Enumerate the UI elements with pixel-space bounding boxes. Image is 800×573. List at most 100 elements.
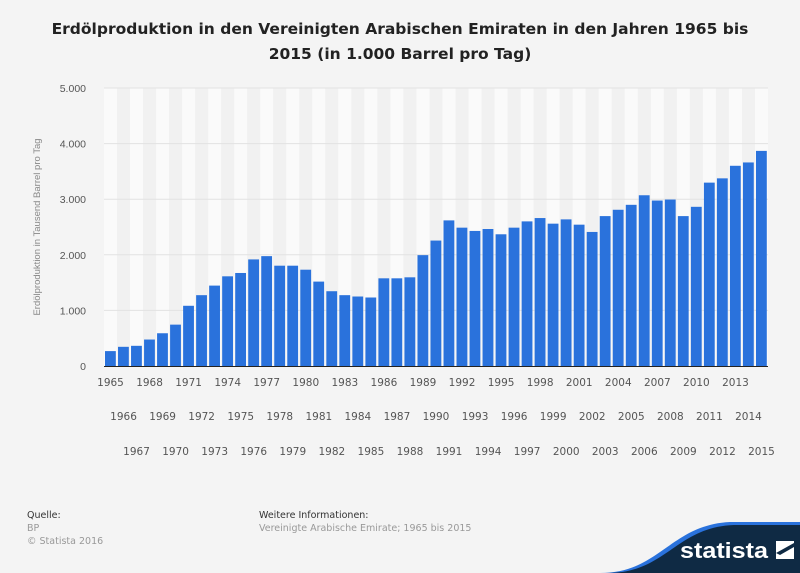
- bar-1970: [170, 324, 181, 366]
- info-block: Weitere Informationen: Vereinigte Arabis…: [259, 509, 471, 535]
- x-tick-label: 1990: [423, 411, 450, 423]
- column-band: [364, 88, 378, 366]
- bar-2002: [586, 231, 598, 366]
- source-label: Quelle:: [27, 510, 61, 521]
- x-tick-label: 1979: [279, 446, 306, 458]
- x-tick-label: 1982: [318, 446, 345, 458]
- x-tick-label: 1970: [162, 446, 189, 458]
- x-tick-label: 1995: [488, 377, 515, 389]
- x-tick-label: 1969: [149, 411, 176, 423]
- x-tick-label: 2000: [553, 446, 580, 458]
- y-tick-label: 1.000: [60, 305, 86, 317]
- y-tick-label: 2.000: [60, 250, 86, 262]
- bar-1973: [209, 285, 220, 366]
- x-tick-label: 1999: [540, 411, 567, 423]
- bar-1989: [417, 255, 429, 366]
- x-tick-label: 1965: [97, 377, 124, 389]
- bar-chart: 1965 1966 1967 1968 1969 1970 1971 1972 1973 1974…: [32, 83, 775, 458]
- x-tick-label: 2010: [683, 377, 710, 389]
- x-tick-label: 1973: [201, 446, 228, 458]
- x-tick-label: 1988: [397, 446, 424, 458]
- x-tick-label: 1993: [462, 411, 489, 423]
- bar-1966: [118, 346, 129, 366]
- x-tick-label: 1987: [384, 411, 411, 423]
- bar-1983: [339, 295, 351, 366]
- column-band: [156, 88, 170, 366]
- x-tick-label: 2003: [592, 446, 619, 458]
- bar-2014: [742, 162, 754, 366]
- source-block: Quelle: BP © Statista 2016: [27, 509, 103, 548]
- bar-1978: [274, 265, 286, 366]
- x-tick-label: 2007: [644, 377, 671, 389]
- bar-2015: [755, 150, 767, 366]
- bar-1967: [131, 345, 142, 366]
- y-axis-label: Erdölproduktion in Tausend Barrel pro Ta…: [32, 138, 43, 315]
- info-value: Vereinigte Arabische Emirate; 1965 bis 2…: [259, 523, 472, 534]
- column-band: [143, 88, 157, 366]
- info-label: Weitere Informationen:: [259, 510, 369, 521]
- bar-1995: [495, 234, 507, 366]
- bar-1986: [378, 278, 390, 366]
- bar-1998: [534, 218, 546, 366]
- x-tick-label: 2002: [579, 411, 606, 423]
- bar-1965: [105, 351, 116, 366]
- x-tick-label: 1977: [253, 377, 280, 389]
- bar-1992: [456, 227, 468, 366]
- bar-1971: [183, 305, 194, 366]
- x-tick-label: 2006: [631, 446, 658, 458]
- x-tick-label: 2015: [748, 446, 775, 458]
- bar-1996: [508, 227, 520, 366]
- x-tick-label: 1981: [305, 411, 332, 423]
- bar-1981: [313, 281, 325, 366]
- x-tick-label: 1984: [345, 411, 372, 423]
- source-value: BP: [27, 523, 40, 534]
- x-tick-label: 1971: [175, 377, 202, 389]
- bar-2006: [638, 195, 650, 366]
- column-band: [104, 88, 118, 366]
- bar-1984: [352, 296, 364, 366]
- statista-logo[interactable]: statista: [600, 503, 800, 573]
- x-tick-label: 1972: [188, 411, 215, 423]
- column-band: [182, 88, 196, 366]
- y-tick-label: 5.000: [60, 83, 86, 95]
- x-tick-label: 1974: [214, 377, 241, 389]
- bar-2008: [664, 199, 676, 366]
- bar-1997: [521, 221, 533, 366]
- x-tick-label: 2009: [670, 446, 697, 458]
- bar-1982: [326, 291, 338, 366]
- bar-2005: [625, 204, 637, 366]
- bar-1968: [144, 339, 155, 366]
- x-tick-label: 2001: [566, 377, 593, 389]
- bar-2007: [651, 200, 663, 366]
- x-tick-label: 2011: [696, 411, 723, 423]
- bar-2000: [560, 219, 572, 366]
- copyright: © Statista 2016: [27, 536, 104, 547]
- x-tick-label: 1997: [514, 446, 541, 458]
- column-band: [117, 88, 131, 366]
- y-tick-label: 4.000: [60, 139, 86, 151]
- y-tick-label: 0: [80, 361, 86, 373]
- bar-2013: [729, 165, 741, 366]
- x-tick-label: 1978: [266, 411, 293, 423]
- x-tick-label: 1992: [449, 377, 476, 389]
- bar-1969: [157, 333, 168, 366]
- bar-1994: [482, 229, 494, 366]
- bar-1975: [235, 272, 247, 366]
- x-tick-label: 1986: [371, 377, 398, 389]
- bar-2009: [677, 216, 689, 366]
- bar-1991: [443, 220, 455, 366]
- x-tick-label: 1994: [475, 446, 502, 458]
- x-tick-label: 1976: [240, 446, 267, 458]
- bar-1990: [430, 240, 442, 366]
- x-tick-label: 2014: [735, 411, 762, 423]
- x-tick-label: 1996: [501, 411, 528, 423]
- bar-2004: [612, 209, 624, 366]
- column-band: [130, 88, 144, 366]
- x-tick-label: 2013: [722, 377, 749, 389]
- bar-1974: [222, 276, 233, 366]
- x-tick-label: 1998: [527, 377, 554, 389]
- bar-1979: [287, 265, 299, 366]
- y-tick-label: 3.000: [60, 194, 86, 206]
- logo-text: statista: [680, 538, 769, 563]
- bar-2011: [703, 182, 715, 366]
